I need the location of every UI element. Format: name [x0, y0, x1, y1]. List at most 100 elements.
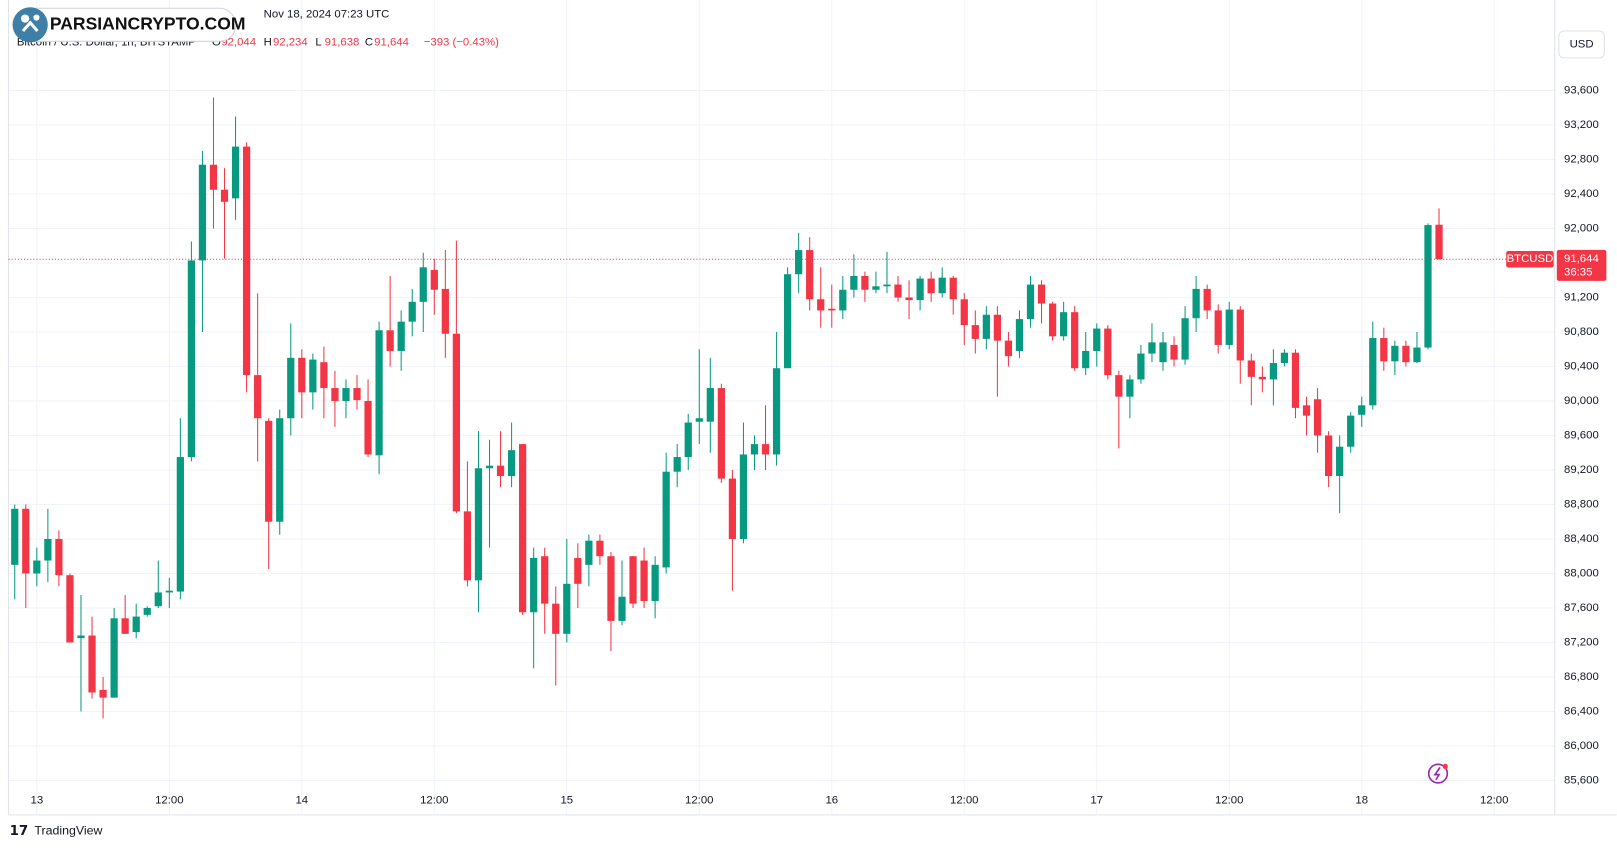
x-tick-label: 18 — [1355, 794, 1368, 806]
currency-button[interactable] — [1558, 30, 1605, 59]
candle-body — [750, 444, 759, 455]
candle-body — [684, 422, 692, 458]
candle-body — [220, 189, 229, 202]
candle-body — [1137, 353, 1145, 380]
candle-body — [541, 556, 549, 604]
x-tick-label: 17 — [1090, 794, 1103, 806]
alert-icon-ring[interactable] — [1427, 763, 1449, 784]
candle-body — [452, 333, 460, 512]
candle-body — [99, 689, 107, 698]
watermark: PARSIANCRYPTO.COM — [12, 7, 246, 43]
x-tick-label: 16 — [825, 794, 838, 806]
candle-body — [1093, 328, 1101, 351]
candle-body — [1236, 309, 1244, 361]
y-tick-label: 89,200 — [1564, 464, 1599, 476]
ohlc-legend: O 92,044 H 92,234 L 91,638 C 91,644 — [212, 36, 409, 48]
candle-body — [1435, 224, 1443, 260]
y-tick-label: 87,600 — [1564, 602, 1599, 614]
candle-body — [949, 277, 957, 300]
candle-body — [496, 465, 505, 477]
price-change: −393 (−0.43%) — [424, 36, 499, 48]
candle-body — [187, 260, 196, 458]
ticker-tag — [1506, 250, 1554, 268]
candle-body — [22, 508, 30, 574]
candle-body — [231, 146, 240, 199]
candle-body — [1280, 352, 1289, 364]
currency-label[interactable]: USD — [1570, 38, 1594, 50]
candle-body — [1170, 344, 1178, 360]
candle-body — [298, 357, 306, 393]
candle-body — [1358, 405, 1366, 415]
candle-body — [242, 146, 251, 376]
candle-body — [143, 607, 151, 615]
candle-body — [1026, 284, 1035, 320]
candle-body — [596, 540, 604, 557]
candle-body — [850, 275, 858, 290]
candle-body — [165, 590, 173, 593]
candle-body — [441, 288, 449, 334]
candle-body — [364, 400, 372, 455]
alert-icon-dot[interactable] — [1442, 763, 1448, 769]
y-tick-label: 89,600 — [1564, 429, 1599, 441]
candle-body — [1336, 446, 1344, 477]
candle-body — [1015, 319, 1024, 351]
watermark-icon-dot — [20, 14, 30, 23]
candle-body — [894, 284, 902, 298]
alert-icon-bolt[interactable] — [1433, 766, 1441, 781]
candle-body — [198, 164, 207, 261]
candle-body — [1126, 379, 1134, 397]
y-tick-label: 92,800 — [1564, 154, 1599, 166]
candle-body — [397, 321, 405, 351]
legend-key: H — [264, 36, 272, 48]
candle-body — [1115, 375, 1123, 397]
candle-body — [11, 508, 19, 565]
candle-body — [254, 375, 262, 419]
candle-body — [386, 330, 394, 351]
candle-body — [772, 368, 781, 455]
candle-body — [1082, 350, 1090, 369]
candle-body — [585, 540, 593, 565]
y-tick-label: 86,000 — [1564, 740, 1599, 752]
legend-value: 91,644 — [374, 36, 409, 48]
candle-body — [783, 274, 792, 369]
countdown-label: 36:35 — [1564, 267, 1592, 279]
candle-body — [66, 575, 74, 643]
price-tag — [1556, 249, 1607, 281]
candle-body — [519, 444, 527, 613]
candle-body — [552, 603, 560, 634]
candle-body — [276, 418, 284, 522]
candle-body — [640, 560, 648, 602]
candle-body — [353, 388, 361, 401]
candle-body — [607, 556, 615, 621]
candle-body — [927, 278, 935, 294]
y-tick-label: 93,200 — [1564, 119, 1599, 131]
candle-body — [1258, 376, 1266, 380]
candle-body — [828, 308, 836, 311]
x-tick-label: 12:00 — [1480, 794, 1508, 806]
candle-layer — [11, 97, 1443, 719]
legend-value: 92,044 — [221, 36, 256, 48]
candle-body — [154, 592, 162, 607]
candle-body — [485, 465, 494, 469]
alert-icon[interactable] — [1427, 763, 1449, 784]
candle-body — [739, 454, 748, 539]
candle-body — [44, 538, 52, 561]
legend-key: O — [212, 36, 221, 48]
y-tick-label: 91,200 — [1564, 292, 1599, 304]
candle-body — [1060, 312, 1068, 337]
candle-body — [1037, 284, 1046, 304]
candle-body — [1313, 399, 1322, 436]
candle-body — [1369, 338, 1377, 406]
candle-body — [463, 511, 472, 581]
candle-body — [1148, 342, 1156, 354]
candle-body — [1413, 347, 1421, 363]
candle-body — [1424, 225, 1432, 348]
candle-body — [1347, 415, 1355, 447]
candle-body — [706, 388, 714, 422]
candle-body — [1071, 312, 1079, 369]
candle-body — [419, 267, 427, 302]
candle-body — [806, 250, 814, 300]
